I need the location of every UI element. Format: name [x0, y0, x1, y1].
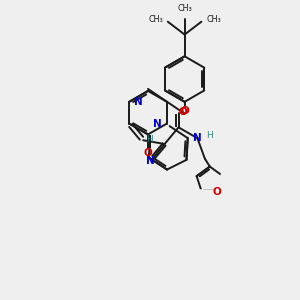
Text: CH₃: CH₃	[177, 4, 192, 13]
Text: N: N	[153, 118, 162, 129]
Text: O: O	[144, 148, 152, 158]
Text: N: N	[134, 97, 143, 107]
Text: CH₃: CH₃	[148, 15, 163, 24]
Text: N: N	[146, 156, 155, 166]
Text: O: O	[180, 106, 189, 116]
Text: H: H	[206, 131, 213, 140]
Text: O: O	[213, 187, 221, 196]
Text: O: O	[178, 106, 187, 116]
Text: CH₃: CH₃	[206, 15, 221, 24]
Text: H: H	[147, 134, 153, 143]
Text: N: N	[193, 133, 202, 143]
